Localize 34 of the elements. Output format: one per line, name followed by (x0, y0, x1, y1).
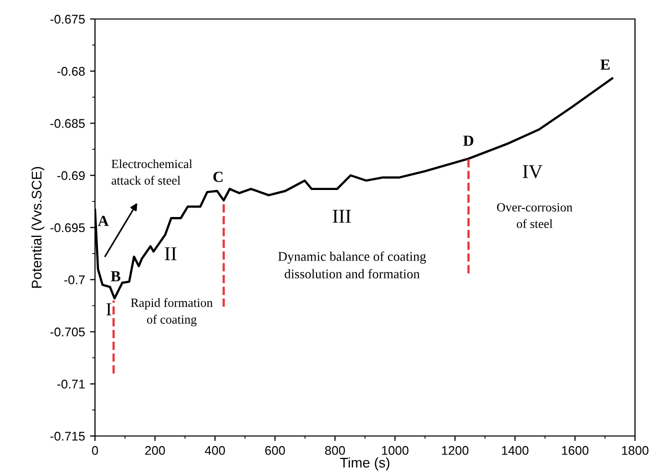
y-tick-label: -0.705 (50, 328, 85, 336)
x-tick-label: 0 (92, 446, 98, 455)
annotation: Over-corrosion of steel (497, 203, 572, 228)
y-tick-label: -0.715 (50, 432, 85, 441)
annotation: Rapid formation of coating (130, 298, 213, 326)
y-tick-label: -0.68 (57, 66, 85, 76)
x-axis-title: Time (s) (340, 457, 390, 470)
x-tick-label: 400 (204, 446, 225, 455)
annotation: I (106, 303, 112, 316)
annotation: II (164, 247, 176, 260)
x-tick-label: 200 (145, 446, 165, 455)
annotation: D (463, 136, 474, 146)
annotation: E (600, 60, 610, 70)
y-tick-label: -0.69 (57, 171, 85, 180)
y-tick-label: -0.675 (50, 14, 85, 24)
annotation: Dynamic balance of coating dissolution and formation (278, 251, 426, 278)
x-tick-label: 1600 (562, 446, 588, 455)
annotation: Electrochemical attack of steel (112, 159, 192, 185)
y-tick-label: -0.7 (64, 275, 85, 284)
x-tick-label: 600 (265, 446, 285, 455)
x-tick-label: 1000 (382, 446, 408, 455)
x-tick-label: 800 (325, 446, 345, 455)
y-tick-label: -0.685 (50, 119, 85, 128)
y-tick-label: -0.695 (50, 223, 85, 232)
x-tick-label: 1800 (622, 446, 648, 455)
y-tick-label: -0.71 (57, 380, 85, 389)
annotation: IV (522, 165, 542, 178)
annotation: C (213, 172, 222, 182)
annotation: A (98, 216, 109, 226)
y-axis-title: Potential (Vvs.SCE) (31, 166, 44, 288)
x-tick-label: 1400 (502, 446, 528, 455)
annotation: B (110, 271, 120, 282)
x-tick-label: 1200 (442, 446, 468, 455)
annotation: III (332, 210, 351, 223)
